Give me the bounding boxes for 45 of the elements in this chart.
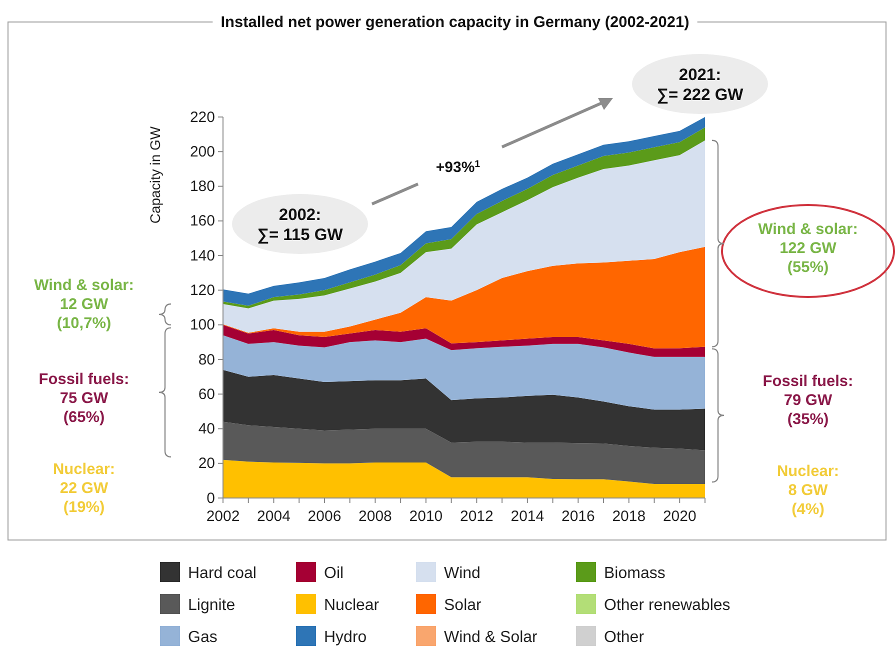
text: Nuclear: 22 GW (19%) xyxy=(52,461,116,516)
legend-label: Lignite xyxy=(188,597,236,614)
x-tick-label: 2010 xyxy=(409,508,443,525)
legend-label: Biomass xyxy=(604,565,666,582)
y-tick-label: 60 xyxy=(198,386,215,403)
y-axis-title: Capacity in GW xyxy=(147,126,163,224)
text: Wind & solar: 12 GW (10,7%) xyxy=(34,277,134,332)
legend-label: Nuclear xyxy=(324,597,380,614)
legend-label: Other renewables xyxy=(604,597,730,614)
annotation: 2002: ∑= 115 GW xyxy=(257,206,344,244)
text: Nuclear: 8 GW (4%) xyxy=(776,463,840,518)
x-tick-label: 2020 xyxy=(662,508,696,525)
legend-label: Other xyxy=(604,629,645,646)
y-tick-label: 0 xyxy=(206,490,215,507)
y-tick-label: 120 xyxy=(190,282,215,299)
x-tick-label: 2016 xyxy=(561,508,595,525)
y-tick-label: 80 xyxy=(198,351,215,368)
y-tick-label: 100 xyxy=(190,316,215,334)
legend-label: Wind & Solar xyxy=(444,629,538,646)
x-tick-label: 2006 xyxy=(308,508,342,525)
x-tick-label: 2004 xyxy=(257,508,290,525)
text: Fossil fuels: 79 GW (35%) xyxy=(762,373,854,428)
y-tick-label: 160 xyxy=(190,212,215,230)
x-tick-label: 2002 xyxy=(206,508,240,525)
legend-label: Hard coal xyxy=(188,565,256,582)
legend-label: Solar xyxy=(444,597,482,614)
y-tick-label: 180 xyxy=(190,178,215,196)
x-tick-label: 2014 xyxy=(510,508,544,525)
text: Fossil fuels: 75 GW (65%) xyxy=(38,371,130,426)
legend-label: Wind xyxy=(444,565,480,582)
x-tick-label: 2008 xyxy=(358,508,392,525)
chart-title: Installed net power generation capacity in Germany (2002-2021) xyxy=(220,14,690,31)
legend-label: Oil xyxy=(324,565,344,582)
x-tick-label: 2018 xyxy=(612,508,646,525)
text: 2021: ∑= 222 GW xyxy=(656,66,744,104)
text: Wind & solar: 122 GW (55%) xyxy=(758,221,858,276)
y-tick-label: 140 xyxy=(190,247,215,264)
legend-label: Gas xyxy=(188,629,218,646)
y-tick-label: 220 xyxy=(190,108,215,126)
x-tick-label: 2012 xyxy=(460,508,494,525)
y-tick-label: 40 xyxy=(198,420,215,438)
y-tick-label: 20 xyxy=(198,455,215,472)
y-tick-label: 200 xyxy=(190,143,215,160)
annotation: +93%$^{1}$ xyxy=(436,158,481,176)
legend-label: Hydro xyxy=(324,629,367,646)
